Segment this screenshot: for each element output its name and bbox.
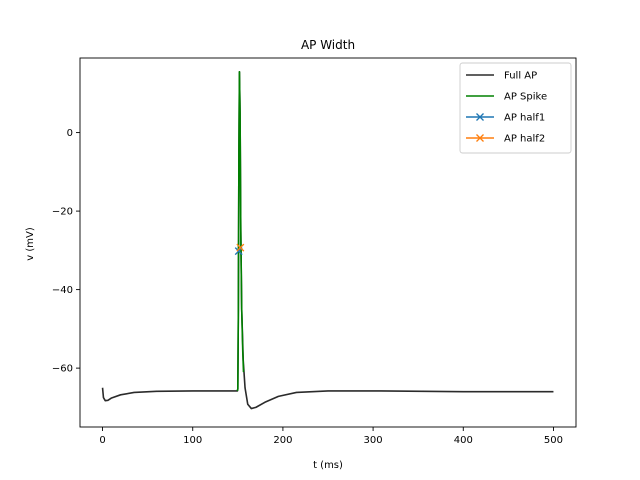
legend-swatch-marker — [476, 113, 484, 121]
y-tick-label--20: −20 — [52, 207, 73, 218]
plot-area — [101, 70, 554, 410]
axes-frame — [79, 57, 577, 428]
legend-label-full-ap: Full AP — [504, 71, 537, 82]
axes: 0 100 200 300 400 500 −60 −40 −20 0 — [52, 57, 577, 446]
legend-entry-ap-half1: AP half1 — [466, 113, 545, 124]
legend-entry-ap-half2: AP half2 — [466, 134, 545, 145]
y-tick-label-0: 0 — [67, 128, 73, 139]
marker-ap-half2-0 — [236, 243, 245, 252]
y-tick-label--60: −60 — [52, 364, 73, 375]
x-tick-label-0: 0 — [99, 435, 105, 446]
legend-label-ap-half1: AP half1 — [504, 113, 545, 124]
legend-label-ap-half2: AP half2 — [504, 134, 545, 145]
legend-entry-full-ap: Full AP — [466, 71, 537, 82]
x-tick-label-500: 500 — [544, 435, 563, 446]
legend-entry-ap-spike: AP Spike — [466, 92, 547, 103]
x-tick-label-100: 100 — [183, 435, 202, 446]
x-tick-label-300: 300 — [364, 435, 383, 446]
marker-stroke — [236, 243, 245, 252]
legend-swatch-marker — [476, 134, 484, 142]
x-axis-label: t (ms) — [313, 460, 343, 471]
x-tick-label-200: 200 — [273, 435, 292, 446]
chart-title: AP Width — [301, 38, 355, 52]
legend-box — [459, 62, 572, 154]
y-axis-label: v (mV) — [25, 227, 36, 261]
series-group — [101, 70, 554, 410]
y-tick-label--40: −40 — [52, 285, 73, 296]
series-line-ap-spike — [236, 70, 245, 392]
legend-label-ap-spike: AP Spike — [504, 92, 547, 103]
x-tick-label-400: 400 — [454, 435, 473, 446]
legend: Full AP AP Spike AP half1 AP half2 — [459, 62, 572, 154]
